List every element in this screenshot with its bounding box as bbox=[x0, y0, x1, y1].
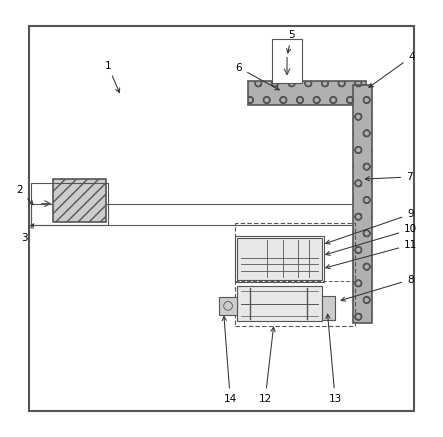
Bar bbox=[237, 286, 322, 321]
Text: 8: 8 bbox=[341, 275, 414, 301]
Bar bbox=[235, 236, 324, 282]
Bar bbox=[29, 26, 414, 411]
Text: 7: 7 bbox=[365, 172, 413, 182]
Bar bbox=[31, 204, 353, 225]
Text: 4: 4 bbox=[369, 52, 415, 87]
Bar bbox=[272, 39, 302, 83]
Text: 12: 12 bbox=[259, 327, 275, 403]
Text: 1: 1 bbox=[105, 61, 120, 93]
Text: 9: 9 bbox=[326, 209, 414, 244]
Text: 14: 14 bbox=[222, 316, 237, 403]
Bar bbox=[219, 297, 237, 315]
Text: 3: 3 bbox=[21, 224, 34, 243]
Text: 2: 2 bbox=[16, 185, 33, 205]
Text: 6: 6 bbox=[236, 63, 279, 90]
Bar bbox=[31, 183, 108, 225]
Text: 13: 13 bbox=[326, 314, 342, 403]
Bar bbox=[322, 296, 335, 320]
Bar bbox=[237, 238, 322, 280]
Bar bbox=[353, 85, 372, 323]
Text: 10: 10 bbox=[326, 225, 417, 255]
Text: 5: 5 bbox=[287, 30, 295, 53]
Bar bbox=[53, 179, 106, 222]
Bar bbox=[235, 223, 355, 326]
Bar bbox=[248, 81, 366, 105]
Text: 11: 11 bbox=[326, 240, 417, 269]
